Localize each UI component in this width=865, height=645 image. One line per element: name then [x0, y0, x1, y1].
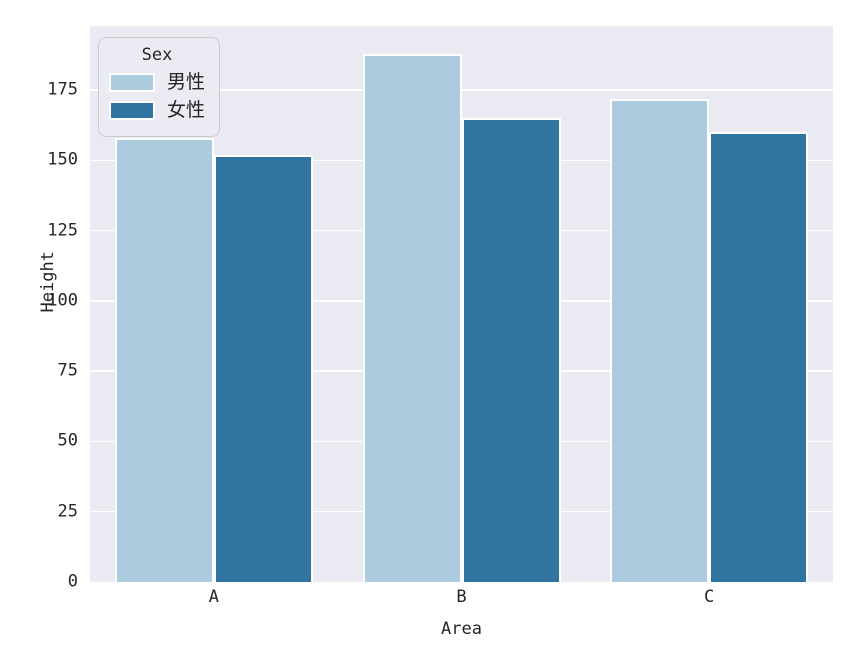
y-tick-label: 25 [57, 501, 78, 522]
legend: Sex 男性女性 [98, 37, 221, 137]
x-axis-label: Area [441, 619, 482, 639]
bar-A-男性 [114, 137, 214, 582]
legend-label: 男性 [167, 71, 206, 94]
gridline [90, 89, 833, 91]
legend-entries: 男性 女性 [109, 71, 205, 122]
bar-B-男性 [362, 53, 462, 582]
y-tick-label: 0 [67, 571, 78, 592]
bar-A-女性 [213, 154, 313, 582]
x-tick-label: C [704, 587, 715, 607]
y-tick-label: 175 [47, 79, 78, 100]
y-tick-label: 75 [57, 360, 78, 381]
x-tick-label: B [456, 587, 467, 607]
bar-C-男性 [610, 98, 710, 582]
bar-B-女性 [461, 118, 561, 582]
y-axis-label: Height [38, 251, 59, 313]
bar-C-女性 [709, 132, 809, 582]
legend-swatch [109, 73, 155, 93]
y-tick-label: 100 [47, 290, 78, 311]
legend-entry: 男性 [109, 71, 205, 94]
plot-area: 0 25 50 75 100 125 150 175 A B C Sex 男性女性 [47, 26, 833, 606]
y-tick-label: 125 [47, 220, 78, 241]
legend-entry: 女性 [109, 99, 205, 122]
y-tick-label: 150 [47, 149, 78, 170]
legend-swatch [109, 101, 155, 121]
x-tick-label: A [208, 587, 219, 607]
legend-title: Sex [141, 45, 173, 65]
legend-label: 女性 [167, 99, 206, 122]
y-tick-label: 50 [57, 430, 78, 451]
